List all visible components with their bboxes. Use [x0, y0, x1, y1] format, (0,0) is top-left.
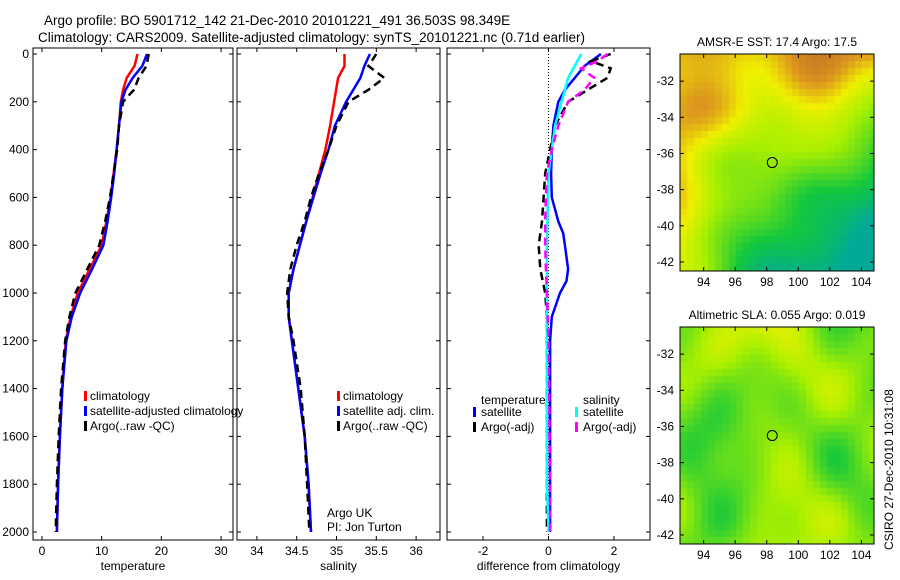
profile-location-marker [766, 157, 778, 169]
x-tick-label: 0 [545, 544, 552, 558]
map-title: Altimetric SLA: 0.055 Argo: 0.019 [689, 308, 866, 322]
axes-frame [32, 47, 234, 541]
profile-panel-1: 34 34.5 35 35.5 36 salinity climatologysatelli… [236, 47, 441, 573]
y-tick-label: -34 [657, 110, 675, 124]
series-line-1 [287, 53, 372, 533]
x-tick-label: 104 [851, 275, 871, 289]
y-tick-label: 1800 [2, 477, 29, 491]
map-title: AMSR-E SST: 17.4 Argo: 17.5 [697, 35, 857, 49]
y-tick-label: 1200 [2, 334, 29, 348]
y-tick-label: -42 [657, 255, 675, 269]
legend-label: satellite [481, 405, 522, 419]
y-tick-label: 1400 [2, 382, 29, 396]
map-frame [679, 53, 875, 272]
x-axis-label: salinity [320, 559, 357, 573]
legend-label: Argo(-adj) [583, 420, 636, 434]
title-line-2: Climatology: CARS2009. Satellite-adjuste… [38, 30, 586, 45]
legend-label: satellite [583, 405, 624, 419]
legend-label: Argo(..raw -QC) [90, 419, 175, 433]
y-tick-label: -36 [657, 146, 675, 160]
x-tick-label: 102 [820, 275, 840, 289]
legend-label: satellite-adjusted climatology [90, 404, 243, 418]
x-tick-label: 34 [250, 544, 264, 558]
profile-panel-0: 0 10 20 30 temperature 0 200 400 600 800 1000 1200 1… [2, 47, 243, 573]
legend-title: temperature [481, 393, 546, 407]
axes-frame [236, 47, 441, 541]
x-tick-label: 34.5 [285, 544, 309, 558]
x-tick-label: 100 [788, 275, 808, 289]
y-tick-label: 2000 [2, 525, 29, 539]
x-tick-label: 98 [760, 275, 774, 289]
legend-label: Argo(..raw -QC) [343, 419, 428, 433]
series-line-2 [285, 53, 387, 533]
x-tick-label: 98 [760, 548, 774, 562]
x-tick-label: 94 [697, 275, 711, 289]
x-tick-label: 0 [39, 544, 46, 558]
x-tick-label: 30 [214, 544, 228, 558]
profile-location-marker [766, 430, 778, 442]
annotation-text: Argo UK [327, 506, 372, 520]
annotation-text: PI: Jon Turton [327, 520, 402, 534]
y-tick-label: -32 [657, 347, 675, 361]
sst-map-axes: AMSR-E SST: 17.4 Argo: 17.5 94 96 98 100 102 1… [657, 35, 875, 289]
y-tick-label: 600 [9, 190, 29, 204]
legend-swatch [575, 422, 578, 432]
y-tick-label: -36 [657, 419, 675, 433]
x-tick-label: 20 [155, 544, 169, 558]
y-tick-label: 1000 [2, 286, 29, 300]
x-tick-label: 10 [95, 544, 109, 558]
legend-swatch [84, 391, 87, 401]
legend-swatch [473, 407, 476, 417]
y-tick-label: 0 [22, 47, 29, 61]
y-tick-label: 1600 [2, 429, 29, 443]
y-tick-label: -40 [657, 219, 675, 233]
title-line-1: Argo profile: BO 5901712_142 21-Dec-2010… [44, 13, 511, 28]
series-line-2 [54, 53, 151, 533]
y-tick-label: -38 [657, 456, 675, 470]
x-tick-label: 35 [330, 544, 344, 558]
legend-label: Argo(-adj) [481, 420, 534, 434]
map-frame [679, 326, 875, 545]
x-tick-label: 2 [611, 544, 618, 558]
y-tick-label: -34 [657, 383, 675, 397]
x-tick-label: 102 [820, 548, 840, 562]
series-line-2 [545, 53, 583, 533]
legend-label: climatology [90, 389, 150, 403]
x-tick-label: 96 [729, 275, 743, 289]
y-tick-label: -40 [657, 492, 675, 506]
legend-swatch [84, 406, 87, 416]
legend-label: climatology [343, 389, 403, 403]
y-tick-label: -42 [657, 528, 675, 542]
x-tick-label: 35.5 [365, 544, 389, 558]
credit-stamp: CSIRO 27-Dec-2010 10:31:08 [882, 389, 896, 550]
x-tick-label: 94 [697, 548, 711, 562]
y-tick-label: 800 [9, 238, 29, 252]
y-tick-label: -32 [657, 74, 675, 88]
y-tick-label: -38 [657, 183, 675, 197]
legend-swatch [575, 407, 578, 417]
x-tick-label: 100 [788, 548, 808, 562]
x-tick-label: -2 [478, 544, 489, 558]
sla-map-axes: Altimetric SLA: 0.055 Argo: 0.019 94 96 98 1… [657, 308, 875, 562]
legend-label: satellite adj. clim. [343, 404, 434, 418]
x-tick-label: 104 [851, 548, 871, 562]
x-axis-label: difference from climatology [477, 559, 620, 573]
y-tick-label: 200 [9, 95, 29, 109]
x-axis-label: temperature [101, 559, 166, 573]
x-tick-label: 36 [409, 544, 423, 558]
legend-swatch [337, 391, 340, 401]
y-tick-label: 400 [9, 143, 29, 157]
x-tick-label: 96 [729, 548, 743, 562]
legend-swatch [84, 421, 87, 431]
legend-swatch [337, 421, 340, 431]
legend-swatch [473, 422, 476, 432]
legend-swatch [337, 406, 340, 416]
series-line-3 [543, 52, 609, 532]
legend-title: salinity [583, 393, 620, 407]
